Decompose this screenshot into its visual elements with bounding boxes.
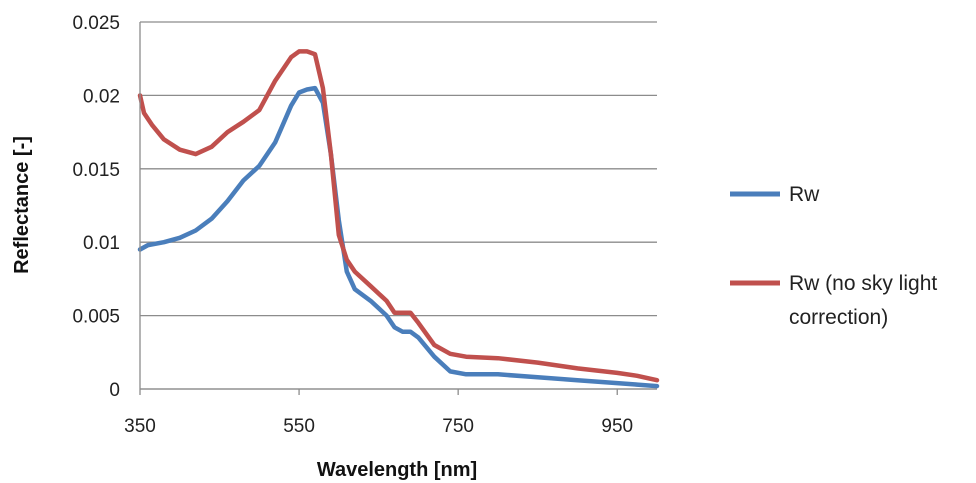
y-tick-labels: 0 0.005 0.01 0.015 0.02 0.025 bbox=[72, 13, 120, 401]
legend-label-1-1: correction) bbox=[789, 306, 888, 329]
x-axis-title: Wavelength [nm] bbox=[317, 459, 477, 481]
y-tick-label-0: 0 bbox=[109, 380, 120, 401]
y-tick-label-2: 0.01 bbox=[83, 233, 120, 254]
y-axis-title: Reflectance [-] bbox=[11, 136, 33, 274]
gridlines bbox=[140, 21, 657, 390]
x-tick-labels: 350 550 750 950 bbox=[124, 416, 633, 437]
series-lines bbox=[137, 49, 660, 389]
x-tick-label-3: 950 bbox=[601, 416, 633, 437]
legend: Rw Rw (no sky light correction) bbox=[730, 183, 937, 329]
axes bbox=[139, 22, 657, 395]
y-tick-label-1: 0.005 bbox=[72, 307, 120, 328]
y-tick-label-3: 0.015 bbox=[72, 160, 120, 181]
x-tick-label-0: 350 bbox=[124, 416, 156, 437]
y-tick-label-5: 0.025 bbox=[72, 13, 120, 34]
x-tick-label-1: 550 bbox=[283, 416, 315, 437]
series-line-1 bbox=[137, 49, 660, 383]
x-tick-label-2: 750 bbox=[442, 416, 474, 437]
legend-label-1-0: Rw (no sky light bbox=[789, 272, 937, 295]
y-tick-label-4: 0.02 bbox=[83, 86, 120, 107]
series-line-0 bbox=[137, 85, 660, 389]
legend-label-0-0: Rw bbox=[789, 183, 820, 206]
